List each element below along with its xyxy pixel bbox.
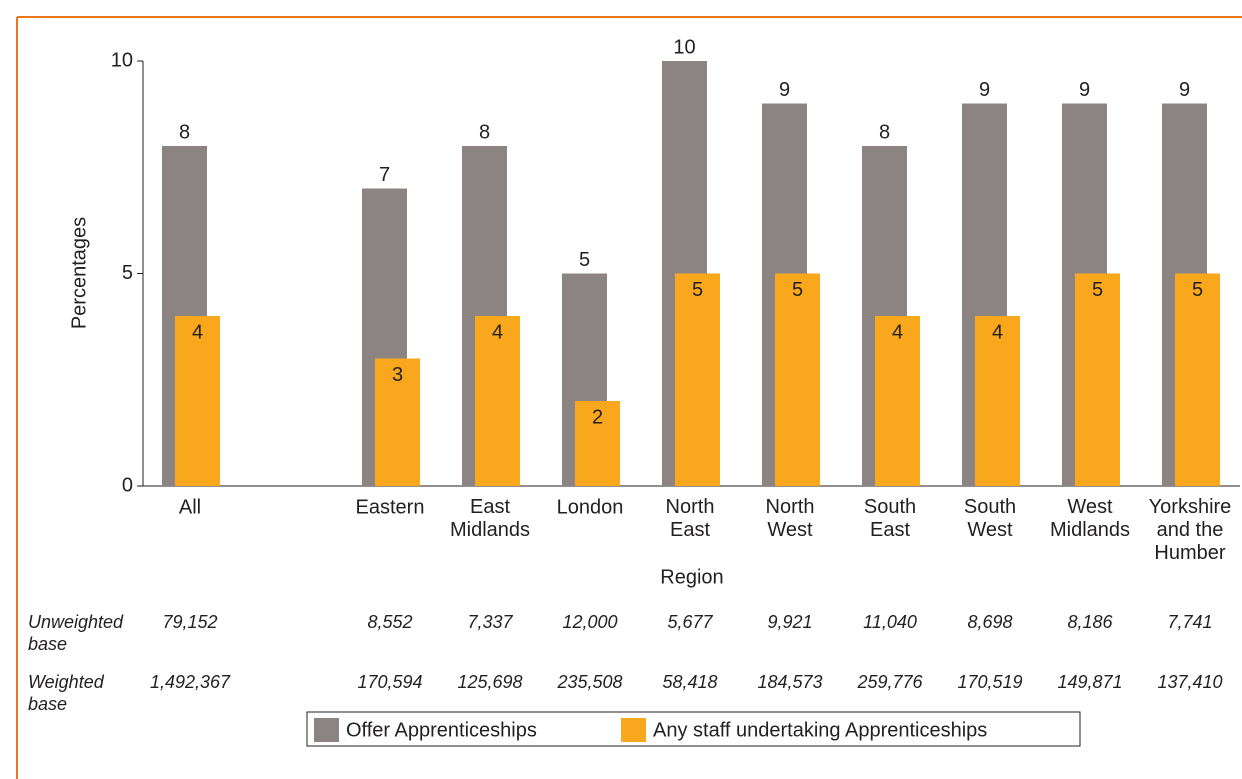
data-label: 9	[1079, 79, 1090, 101]
x-tick-label: East Midlands	[450, 496, 530, 541]
y-tick-label: 0	[122, 474, 133, 496]
data-label: 8	[879, 121, 890, 143]
bar	[675, 273, 720, 486]
data-label: 10	[673, 36, 695, 58]
data-label: 5	[692, 279, 703, 301]
data-label: 5	[1192, 279, 1203, 301]
data-label: 4	[192, 321, 203, 343]
table-row-label: Unweighted base	[28, 612, 124, 654]
bar	[475, 316, 520, 486]
bar	[575, 401, 620, 486]
legend-swatch	[621, 718, 646, 742]
data-label: 9	[1179, 79, 1190, 101]
table-cell: 170,519	[957, 672, 1022, 692]
bar	[375, 358, 420, 486]
x-tick-label: South West	[964, 496, 1016, 541]
table-cell: 79,152	[162, 612, 217, 632]
data-label: 9	[779, 79, 790, 101]
data-label: 3	[392, 364, 403, 386]
y-tick-label: 10	[111, 49, 133, 71]
table-cell: 5,677	[667, 612, 713, 632]
table-cell: 7,337	[467, 612, 513, 632]
table-cell: 149,871	[1057, 672, 1122, 692]
data-label: 4	[492, 321, 503, 343]
bar	[975, 316, 1020, 486]
data-label: 5	[792, 279, 803, 301]
table-cell: 170,594	[357, 672, 422, 692]
data-label: 8	[179, 121, 190, 143]
bar	[1175, 273, 1220, 486]
data-label: 4	[992, 321, 1003, 343]
table-cell: 8,186	[1067, 612, 1113, 632]
table-cell: 9,921	[767, 612, 812, 632]
table-cell: 7,741	[1167, 612, 1212, 632]
x-tick-label: Eastern	[356, 496, 425, 518]
table-cell: 137,410	[1157, 672, 1222, 692]
table-cell: 259,776	[856, 672, 923, 692]
legend-label: Any staff undertaking Apprenticeships	[653, 719, 987, 741]
x-tick-label: West Midlands	[1050, 496, 1130, 541]
table-row-label: Weighted base	[28, 672, 105, 714]
table-cell: 11,040	[863, 612, 917, 632]
y-tick-label: 5	[122, 262, 133, 284]
bar	[875, 316, 920, 486]
data-label: 8	[479, 121, 490, 143]
table-cell: 58,418	[662, 672, 717, 692]
legend-label: Offer Apprenticeships	[346, 719, 537, 741]
table-cell: 184,573	[757, 672, 822, 692]
table-cell: 12,000	[562, 612, 617, 632]
x-tick-label: All	[179, 496, 201, 518]
data-label: 5	[1092, 279, 1103, 301]
bar	[175, 316, 220, 486]
table-cell: 8,698	[967, 612, 1012, 632]
data-label: 7	[379, 164, 390, 186]
legend-swatch	[314, 718, 339, 742]
table-cell: 1,492,367	[150, 672, 231, 692]
x-axis-label: Region	[660, 566, 723, 588]
y-axis-label: Percentages	[68, 217, 90, 329]
x-tick-label: South East	[864, 496, 916, 541]
bar	[775, 273, 820, 486]
table-cell: 8,552	[367, 612, 412, 632]
x-tick-label: North West	[766, 496, 815, 541]
data-label: 2	[592, 406, 603, 428]
table-cell: 125,698	[457, 672, 522, 692]
table-cell: 235,508	[556, 672, 622, 692]
legend-box	[306, 711, 1081, 747]
x-tick-label: London	[557, 496, 624, 518]
data-label: 5	[579, 249, 590, 271]
data-label: 9	[979, 79, 990, 101]
data-label: 4	[892, 321, 903, 343]
x-tick-label: Yorkshire and the Humber	[1149, 496, 1232, 564]
bar	[1075, 273, 1120, 486]
x-tick-label: North East	[666, 496, 715, 541]
